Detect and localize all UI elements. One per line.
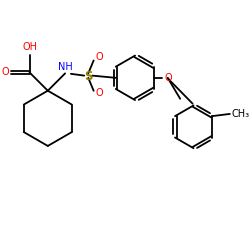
Text: OH: OH [22, 42, 37, 51]
Text: NH: NH [58, 62, 73, 72]
Text: O: O [164, 73, 172, 83]
Text: O: O [2, 68, 9, 78]
Text: O: O [96, 88, 103, 99]
Text: S: S [84, 70, 92, 83]
Text: CH₃: CH₃ [232, 109, 250, 119]
Text: O: O [96, 52, 103, 62]
